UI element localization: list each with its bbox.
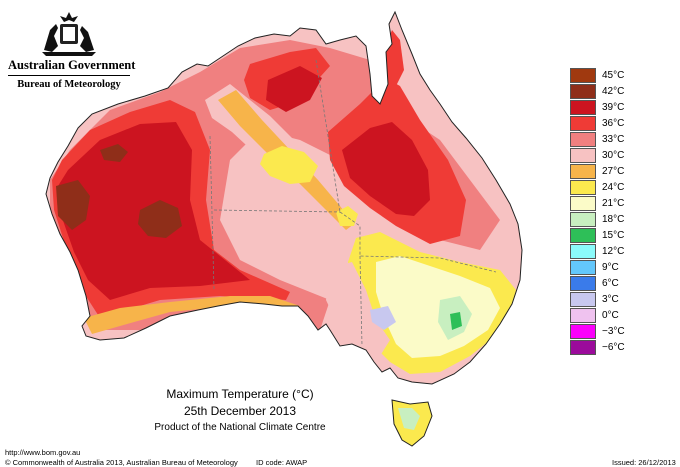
temp-zone-39-north [266, 66, 322, 112]
legend-item: 9°C [570, 259, 634, 275]
legend-item: 42°C [570, 83, 634, 99]
legend-label: 15°C [602, 229, 625, 241]
legend-swatch [570, 179, 596, 195]
legend-label: −3°C [602, 325, 625, 337]
legend-swatch [570, 211, 596, 227]
legend-item: 3°C [570, 291, 634, 307]
temp-zone-3-patch [370, 306, 396, 330]
legend-label: 24°C [602, 181, 625, 193]
legend-item: 39°C [570, 99, 634, 115]
legend-swatch [570, 147, 596, 163]
legend-swatch [570, 243, 596, 259]
legend-label: 33°C [602, 133, 625, 145]
legend-item: −6°C [570, 339, 634, 355]
legend-swatch [570, 83, 596, 99]
footer-id-code: ID code: AWAP [256, 458, 308, 467]
temp-zone-21-se [376, 256, 500, 358]
temperature-legend: 45°C 42°C 39°C 36°C 33°C 30°C 27°C 24°C 21°C 18°C… [570, 67, 634, 355]
legend-label: 21°C [602, 197, 625, 209]
legend-item: 21°C [570, 195, 634, 211]
legend-item: 0°C [570, 307, 634, 323]
footer-issued-date: Issued: 26/12/2013 [612, 458, 676, 467]
branding-divider [8, 75, 130, 76]
legend-label: 45°C [602, 69, 625, 81]
legend-swatch [570, 99, 596, 115]
legend-label: 36°C [602, 117, 625, 129]
footer-copyright: © Commonwealth of Australia 2013, Austra… [5, 458, 238, 467]
legend-swatch [570, 259, 596, 275]
legend-item: 45°C [570, 67, 634, 83]
legend-item: 18°C [570, 211, 634, 227]
footer-url-link[interactable]: http://www.bom.gov.au [5, 448, 81, 457]
legend-swatch [570, 195, 596, 211]
legend-label: 9°C [602, 261, 619, 273]
legend-swatch [570, 163, 596, 179]
title-variable: Maximum Temperature (°C) [166, 387, 314, 401]
legend-swatch [570, 307, 596, 323]
legend-label: −6°C [602, 341, 625, 353]
legend-label: 12°C [602, 245, 625, 257]
government-name: Australian Government [8, 58, 136, 72]
legend-label: 30°C [602, 149, 625, 161]
legend-label: 18°C [602, 213, 625, 225]
temp-zone-39-qld [342, 122, 430, 216]
legend-swatch [570, 115, 596, 131]
legend-swatch [570, 339, 596, 355]
temp-zone-42-desert [138, 200, 182, 238]
title-product: Product of the National Climate Centre [154, 422, 326, 433]
legend-label: 27°C [602, 165, 625, 177]
coat-of-arms-icon [42, 12, 96, 56]
bureau-name: Bureau of Meteorology [17, 79, 121, 90]
legend-item: 30°C [570, 147, 634, 163]
tasmania [391, 399, 433, 447]
legend-label: 6°C [602, 277, 619, 289]
legend-item: 36°C [570, 115, 634, 131]
legend-item: 12°C [570, 243, 634, 259]
legend-item: 24°C [570, 179, 634, 195]
legend-swatch [570, 275, 596, 291]
legend-label: 0°C [602, 309, 619, 321]
temp-zone-24-centre [260, 146, 318, 184]
legend-swatch [570, 227, 596, 243]
legend-item: 6°C [570, 275, 634, 291]
legend-label: 42°C [602, 85, 625, 97]
government-branding: Australian Government Bureau of Meteorol… [8, 10, 136, 90]
legend-item: −3°C [570, 323, 634, 339]
temp-zone-42-pilbara [100, 144, 128, 162]
legend-item: 33°C [570, 131, 634, 147]
temp-zone-15-se [450, 312, 462, 330]
legend-item: 27°C [570, 163, 634, 179]
title-date: 25th December 2013 [183, 404, 297, 418]
legend-label: 39°C [602, 101, 625, 113]
legend-item: 15°C [570, 227, 634, 243]
legend-swatch [570, 323, 596, 339]
map-title: Maximum Temperature (°C) 25th December 2… [100, 387, 380, 433]
mainland-australia [45, 11, 523, 385]
legend-swatch [570, 67, 596, 83]
legend-label: 3°C [602, 293, 619, 305]
temp-zone-30-sa [326, 262, 390, 356]
temp-zone-42-west [56, 180, 90, 230]
legend-swatch [570, 131, 596, 147]
legend-swatch [570, 291, 596, 307]
